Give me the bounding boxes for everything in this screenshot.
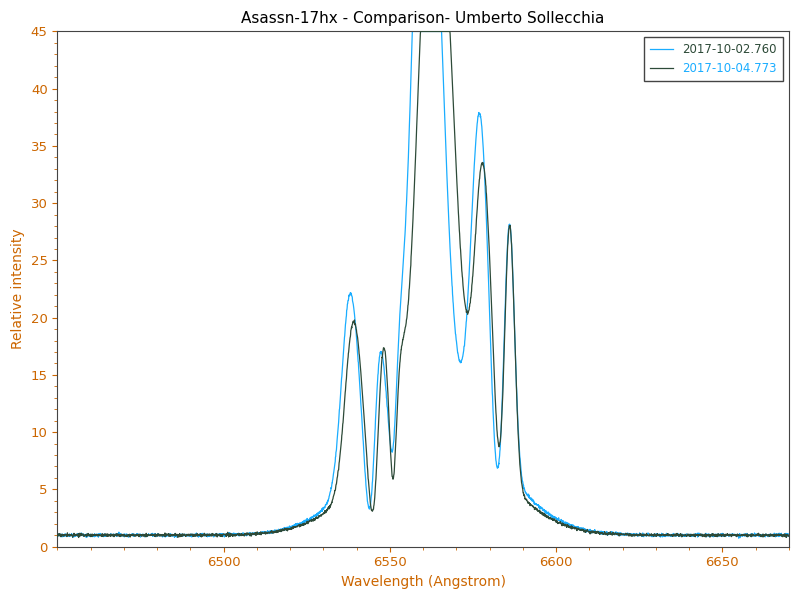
2017-10-04.773 [365,494,374,502]
2017-10-04.773 [53,532,62,539]
2017-10-04.773 [334,467,343,474]
Title: Asassn-17hx - Comparison- Umberto Sollecchia: Asassn-17hx - Comparison- Umberto Sollec… [242,11,605,26]
2017-10-04.773 [74,534,83,541]
2017-10-04.773 [416,28,426,35]
2017-10-02.760 [408,28,418,35]
X-axis label: Wavelength (Angstrom): Wavelength (Angstrom) [341,575,506,589]
2017-10-04.773 [691,532,701,539]
2017-10-02.760 [53,532,62,539]
2017-10-04.773 [180,532,190,539]
2017-10-04.773 [136,532,146,539]
2017-10-02.760 [784,532,794,539]
Line: 2017-10-04.773: 2017-10-04.773 [58,31,789,538]
2017-10-02.760 [691,532,701,539]
2017-10-02.760 [179,532,189,539]
Legend: 2017-10-02.760, 2017-10-04.773: 2017-10-02.760, 2017-10-04.773 [644,37,783,81]
Y-axis label: Relative intensity: Relative intensity [11,229,25,349]
2017-10-04.773 [784,532,794,539]
2017-10-02.760 [136,532,146,539]
2017-10-04.773 [770,532,780,539]
2017-10-02.760 [734,535,743,542]
2017-10-02.760 [770,532,780,539]
2017-10-02.760 [333,428,342,436]
Line: 2017-10-02.760: 2017-10-02.760 [58,31,789,538]
2017-10-02.760 [365,505,374,512]
